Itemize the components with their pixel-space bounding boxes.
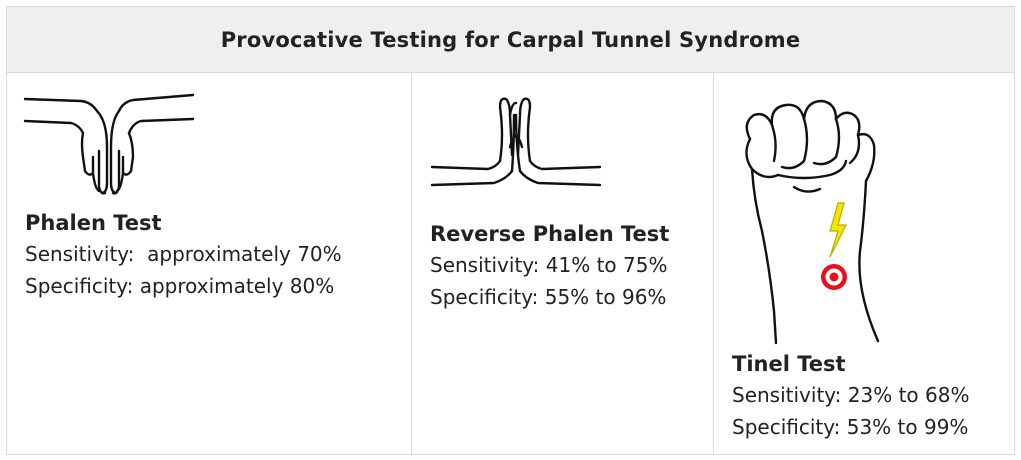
- test-name: Reverse Phalen Test: [430, 222, 670, 246]
- tests-row: Phalen Test Sensitivity: approximately 7…: [7, 73, 1014, 454]
- phalen-test-text: Phalen Test Sensitivity: approximately 7…: [25, 211, 342, 302]
- phalen-test-cell: Phalen Test Sensitivity: approximately 7…: [7, 73, 412, 454]
- reverse-phalen-test-text: Reverse Phalen Test Sensitivity: 41% to …: [430, 222, 669, 313]
- table-title: Provocative Testing for Carpal Tunnel Sy…: [220, 27, 801, 52]
- table-header: Provocative Testing for Carpal Tunnel Sy…: [7, 7, 1014, 73]
- tinel-test-cell: Tinel Test Sensitivity: 23% to 68% Speci…: [714, 73, 1014, 454]
- specificity-value: Specificity: approximately 80%: [25, 274, 335, 298]
- test-name: Phalen Test: [25, 211, 162, 235]
- sensitivity-value: Sensitivity: approximately 70%: [25, 242, 342, 266]
- praying-hands-icon: [430, 95, 602, 195]
- specificity-value: Specificity: 55% to 96%: [430, 285, 667, 309]
- sensitivity-value: Sensitivity: 41% to 75%: [430, 253, 668, 277]
- provocative-testing-table: Provocative Testing for Carpal Tunnel Sy…: [6, 6, 1015, 455]
- sensitivity-value: Sensitivity: 23% to 68%: [732, 383, 970, 407]
- test-name: Tinel Test: [732, 352, 846, 376]
- phalen-hands-icon: [23, 87, 195, 203]
- specificity-value: Specificity: 53% to 99%: [732, 415, 969, 439]
- reverse-phalen-test-cell: Reverse Phalen Test Sensitivity: 41% to …: [412, 73, 714, 454]
- tinel-test-text: Tinel Test Sensitivity: 23% to 68% Speci…: [732, 352, 969, 443]
- lightning-icon: [829, 202, 847, 258]
- fist-with-target-icon: [734, 91, 894, 351]
